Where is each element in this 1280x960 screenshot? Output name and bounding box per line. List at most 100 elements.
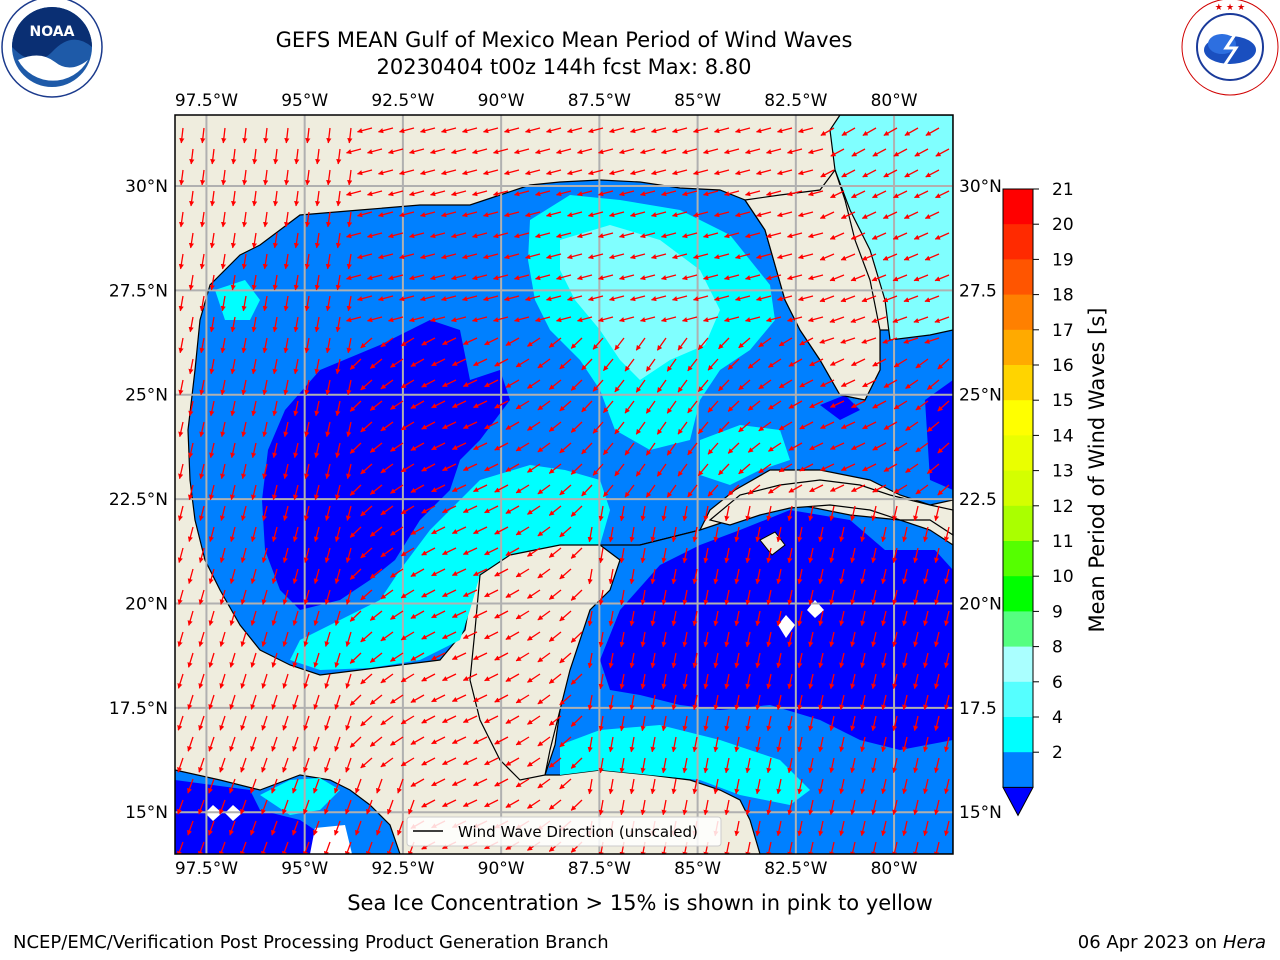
wind-arrow — [650, 568, 656, 585]
wind-arrow — [345, 673, 352, 689]
tick-label-lat-right: 22.5 — [959, 490, 997, 510]
wind-arrow — [850, 274, 866, 282]
wind-arrow — [241, 337, 247, 354]
wind-arrow — [902, 526, 908, 543]
wind-arrow — [718, 337, 730, 350]
wind-arrow — [220, 295, 226, 312]
wind-arrow — [345, 274, 362, 281]
wind-arrow — [335, 400, 341, 417]
wind-arrow — [666, 400, 677, 414]
wind-arrow — [505, 337, 520, 346]
colorbar-tick-label: 2 — [1052, 743, 1063, 763]
wind-arrow — [462, 337, 478, 345]
tick-label-lon-top: 90°W — [478, 91, 525, 111]
wind-arrow — [272, 274, 278, 291]
colorbar-segment — [1003, 611, 1033, 648]
tick-label-lon-top: 87.5°W — [568, 91, 631, 111]
wind-arrow — [189, 190, 195, 207]
wind-arrow — [292, 526, 299, 543]
wind-arrow — [335, 232, 341, 249]
wind-arrow — [840, 421, 856, 429]
wind-arrow — [587, 211, 604, 218]
wind-arrow — [305, 127, 311, 144]
wind-arrow — [537, 484, 551, 495]
wind-arrow — [315, 190, 321, 207]
wind-arrow — [314, 442, 320, 459]
wind-arrow — [324, 547, 331, 564]
wind-arrow — [230, 400, 236, 417]
wind-arrow — [462, 505, 478, 513]
wind-arrow — [292, 610, 299, 626]
wind-arrow — [219, 547, 226, 564]
wind-arrow — [677, 463, 688, 477]
wind-arrow — [304, 295, 310, 312]
wind-arrow — [820, 169, 835, 178]
wind-arrow — [861, 211, 877, 219]
wind-arrow — [548, 547, 562, 558]
wind-arrow — [788, 442, 803, 451]
wind-arrow — [314, 232, 320, 249]
wind-arrow — [860, 526, 866, 543]
wind-arrow — [924, 211, 940, 219]
wind-arrow — [263, 169, 269, 186]
wind-arrow — [718, 463, 730, 476]
wind-arrow — [398, 295, 415, 302]
wind-arrow — [198, 547, 205, 564]
wind-arrow — [809, 358, 824, 367]
wind-arrow — [671, 295, 688, 302]
wind-arrow — [934, 274, 950, 282]
wind-arrow — [360, 463, 373, 475]
wind-arrow — [419, 253, 436, 260]
wind-arrow — [219, 505, 226, 522]
wind-arrow — [293, 274, 299, 291]
wind-arrow — [840, 295, 856, 303]
wind-arrow — [250, 526, 257, 543]
wind-arrow — [515, 568, 530, 578]
wind-arrow — [892, 589, 898, 606]
wind-arrow — [788, 400, 803, 409]
wind-arrow — [473, 400, 488, 409]
wind-arrow — [608, 169, 625, 176]
wind-arrow — [809, 442, 824, 451]
wind-arrow — [808, 631, 814, 648]
wind-arrow — [473, 484, 488, 493]
wind-arrow — [545, 169, 562, 176]
wind-arrow — [366, 190, 383, 197]
wind-arrow — [387, 190, 404, 197]
wind-arrow — [325, 379, 331, 396]
wind-arrow — [262, 253, 268, 270]
wind-arrow — [410, 400, 425, 409]
tick-label-lon-bottom: 95°W — [281, 859, 328, 879]
wind-arrow — [618, 148, 635, 155]
island — [310, 825, 352, 854]
wind-arrow — [819, 253, 835, 261]
wind-arrow — [390, 568, 404, 578]
wind-arrow — [608, 610, 614, 627]
wind-arrow — [369, 568, 383, 579]
wind-arrow — [200, 127, 206, 144]
wind-arrow — [272, 232, 278, 249]
wind-arrow — [807, 148, 824, 155]
wind-arrow — [189, 148, 195, 165]
wind-arrow — [471, 190, 488, 197]
wind-arrow — [293, 232, 299, 249]
wind-arrow — [346, 463, 352, 480]
wind-arrow — [440, 211, 457, 218]
wind-arrow — [334, 652, 341, 668]
wind-arrow — [451, 568, 467, 576]
wind-arrow — [283, 253, 289, 270]
wind-arrow — [200, 169, 206, 186]
wind-arrow — [829, 274, 845, 282]
colorbar-segment — [1003, 717, 1033, 753]
wind-arrow — [473, 358, 488, 367]
wind-arrow — [608, 211, 625, 218]
tick-label-lat-right: 15°N — [959, 803, 1002, 823]
wind-arrow — [408, 232, 425, 239]
wind-arrow — [818, 652, 824, 669]
wind-arrow — [808, 505, 814, 522]
wind-arrow — [527, 547, 541, 557]
wind-arrow — [292, 568, 299, 585]
wind-arrow — [645, 484, 656, 498]
wind-arrow — [431, 568, 446, 577]
colorbar-tick-label: 18 — [1052, 286, 1074, 306]
